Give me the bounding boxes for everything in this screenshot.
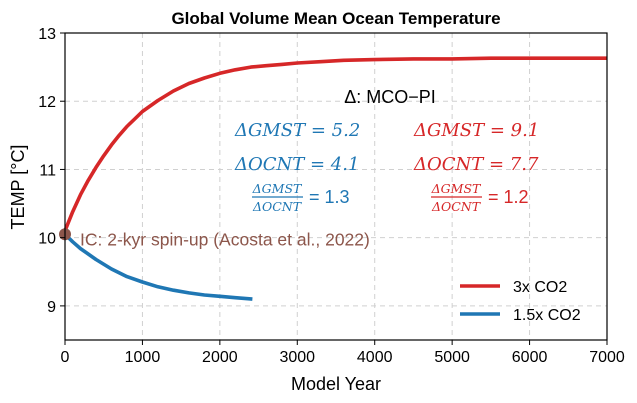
y-tick-label: 10 bbox=[38, 231, 56, 248]
x-tick-label: 3000 bbox=[279, 349, 315, 366]
x-tick-label: 2000 bbox=[202, 349, 238, 366]
x-tick-label: 6000 bbox=[512, 349, 548, 366]
plot-frame bbox=[64, 32, 608, 341]
y-tick-label: 9 bbox=[47, 299, 56, 316]
left-ratio-denominator: ΔOCNT bbox=[252, 199, 303, 214]
legend: 3x CO2 1.5x CO2 bbox=[460, 279, 581, 324]
x-tick-label: 1000 bbox=[125, 349, 161, 366]
right-ratio-numerator: ΔGMST bbox=[431, 181, 482, 196]
delta-header: Δ: MCO−PI bbox=[344, 87, 436, 107]
y-tick-label: 12 bbox=[38, 94, 56, 111]
series-line-1-5x-co2 bbox=[63, 233, 253, 301]
chart-title: Global Volume Mean Ocean Temperature bbox=[171, 9, 500, 28]
x-tick-label: 0 bbox=[61, 349, 70, 366]
series-line-3x-co2 bbox=[63, 56, 607, 232]
axis-ticks: 0 1000 2000 3000 4000 5000 6000 7000 9 10 11 12 13 bbox=[38, 26, 625, 366]
legend-label-3x-co2: 3x CO2 bbox=[513, 279, 567, 296]
initial-condition-label: IC: 2-kyr spin-up (Acosta et al., 2022) bbox=[80, 229, 370, 249]
right-annotation: ΔGMST = 9.1 ΔOCNT = 7.7 ΔGMST ΔOCNT = 1.… bbox=[413, 120, 539, 214]
x-tick-label: 7000 bbox=[589, 349, 625, 366]
y-axis-label: TEMP [°C] bbox=[8, 145, 28, 230]
right-ratio-value: = 1.2 bbox=[488, 187, 529, 207]
x-axis-label: Model Year bbox=[291, 374, 381, 394]
left-ratio-numerator: ΔGMST bbox=[252, 181, 303, 196]
series-layer bbox=[63, 56, 607, 301]
right-gmst: ΔGMST = 9.1 bbox=[413, 120, 539, 141]
left-gmst: ΔGMST = 5.2 bbox=[234, 120, 360, 141]
legend-label-1-5x-co2: 1.5x CO2 bbox=[513, 307, 581, 324]
left-annotation: ΔGMST = 5.2 ΔOCNT = 4.1 ΔGMST ΔOCNT = 1.… bbox=[234, 120, 360, 214]
left-ratio-value: = 1.3 bbox=[309, 187, 350, 207]
x-tick-label: 4000 bbox=[357, 349, 393, 366]
right-ratio-denominator: ΔOCNT bbox=[431, 199, 482, 214]
y-tick-label: 11 bbox=[39, 162, 56, 179]
y-tick-label: 13 bbox=[38, 26, 56, 43]
right-ocnt: ΔOCNT = 7.7 bbox=[413, 154, 539, 175]
x-tick-label: 5000 bbox=[434, 349, 470, 366]
left-ocnt: ΔOCNT = 4.1 bbox=[234, 154, 359, 175]
